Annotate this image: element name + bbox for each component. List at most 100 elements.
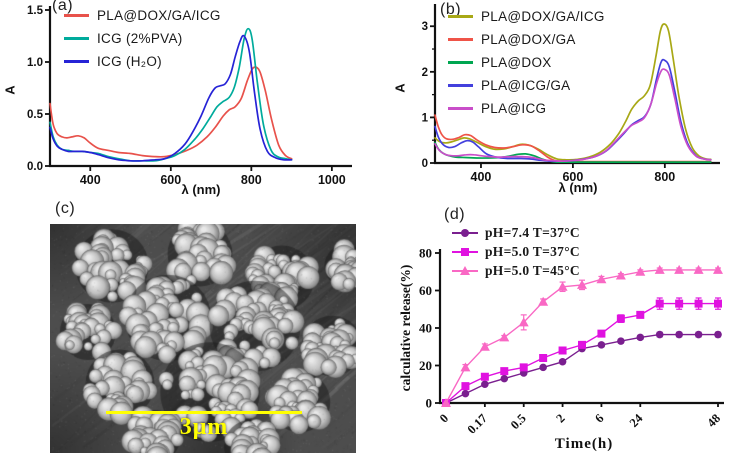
legend-line-icon bbox=[448, 107, 473, 110]
marker-triangle bbox=[479, 341, 490, 351]
legend-label: PLA@DOX bbox=[481, 55, 552, 70]
y-tick-label: 60 bbox=[419, 283, 432, 298]
marker-triangle bbox=[596, 274, 607, 284]
legend-line-icon bbox=[64, 60, 89, 63]
legend-label: PLA@DOX/GA/ICG bbox=[481, 9, 605, 24]
b-y-axis-label: A bbox=[392, 83, 408, 93]
release-chart-d: 0 20 40 60 80 0 0.17 0.5 2 6 24 48 bbox=[419, 246, 724, 437]
x-tick-label: 600 bbox=[562, 170, 583, 184]
series-line-pla-dox-ga-icg bbox=[434, 23, 712, 161]
series-line-pla-dox-ga-icg bbox=[49, 66, 293, 160]
y-tick-label: 40 bbox=[419, 321, 432, 336]
marker-circle bbox=[655, 330, 664, 339]
b-x-axis-label: λ (nm) bbox=[558, 180, 598, 195]
legend-line-icon bbox=[448, 61, 473, 64]
marker-triangle bbox=[654, 264, 665, 274]
legend-item-pla-dox: PLA@DOX bbox=[448, 51, 605, 74]
y-tick-label: 80 bbox=[419, 246, 432, 261]
legend-label: PLA@ICG bbox=[481, 101, 547, 116]
x-tick-label: 800 bbox=[241, 173, 262, 187]
marker-circle bbox=[617, 337, 625, 345]
legend-line-icon bbox=[448, 38, 473, 41]
marker-triangle bbox=[441, 398, 451, 407]
legend-d: pH=7.4 T=37°C pH=5.0 T=37°C pH=5.0 T=45°C bbox=[452, 223, 580, 280]
series-ph-5-0-t-37-c bbox=[442, 297, 722, 407]
legend-label: pH=5.0 T=37°C bbox=[485, 243, 580, 259]
legend-label: PLA@DOX/GA bbox=[481, 32, 576, 47]
marker-triangle bbox=[460, 362, 471, 372]
legend-a: PLA@DOX/GA/ICG ICG (2%PVA) ICG (H₂O) bbox=[64, 4, 221, 73]
legend-label: pH=7.4 T=37°C bbox=[485, 224, 580, 240]
marker-triangle bbox=[713, 264, 723, 274]
marker-circle bbox=[714, 330, 722, 339]
y-tick-label: 0 bbox=[422, 158, 428, 170]
marker-triangle bbox=[635, 266, 646, 276]
panel-b-label: (b) bbox=[440, 1, 462, 18]
legend-item-icg-2-pva: ICG (2%PVA) bbox=[64, 27, 221, 50]
marker-square bbox=[675, 299, 684, 308]
legend-label: pH=5.0 T=45°C bbox=[485, 262, 580, 278]
marker-square bbox=[539, 354, 548, 362]
legend-item-ph-5-0-t-37-c: pH=5.0 T=37°C bbox=[452, 242, 580, 261]
series-line-ph-5-0-t-37-c bbox=[445, 302, 718, 404]
legend-item-pla-dox-ga-icg: PLA@DOX/GA/ICG bbox=[448, 5, 605, 28]
marker-square bbox=[616, 314, 625, 323]
y-tick-label: 1 bbox=[422, 112, 429, 124]
marker-square bbox=[597, 329, 606, 338]
legend-item-pla-dox-ga-icg: PLA@DOX/GA/ICG bbox=[64, 4, 221, 27]
x-tick-label: 1000 bbox=[318, 173, 346, 187]
a-x-axis-label: λ (nm) bbox=[181, 182, 221, 197]
y-tick-label: 0.5 bbox=[27, 109, 44, 121]
marker-triangle bbox=[518, 317, 529, 327]
marker-square bbox=[714, 299, 722, 308]
legend-label: ICG (2%PVA) bbox=[97, 31, 183, 46]
legend-item-ph-7-4-t-37-c: pH=7.4 T=37°C bbox=[452, 223, 580, 242]
y-tick-label: 20 bbox=[419, 358, 432, 373]
x-tick-label: 0 bbox=[437, 411, 451, 425]
marker-triangle bbox=[693, 264, 704, 274]
marker-circle bbox=[461, 389, 470, 398]
marker-circle bbox=[675, 330, 683, 339]
marker-circle bbox=[694, 330, 703, 339]
spectra-chart-a: 0.0 0.5 1.0 1.5 400 600 800 1000 bbox=[27, 5, 352, 187]
marker-square bbox=[636, 310, 645, 319]
legend-item-pla-icg-ga: PLA@ICG/GA bbox=[448, 74, 605, 97]
legend-circle-icon bbox=[452, 227, 478, 239]
legend-label: PLA@DOX/GA/ICG bbox=[97, 8, 221, 23]
x-tick-label: 48 bbox=[704, 411, 723, 430]
sem-scale-bar bbox=[106, 411, 302, 414]
marker-triangle bbox=[577, 279, 587, 289]
legend-item-ph-5-0-t-45-c: pH=5.0 T=45°C bbox=[452, 261, 580, 280]
marker-square bbox=[655, 299, 664, 308]
legend-line-icon bbox=[64, 14, 89, 17]
series-line-icg-h-o bbox=[49, 34, 293, 162]
panel-c-label: (c) bbox=[55, 200, 76, 217]
a-y-axis-label: A bbox=[2, 85, 18, 95]
x-tick-label: 400 bbox=[471, 170, 492, 184]
y-tick-label: 1.5 bbox=[27, 5, 44, 17]
marker-triangle bbox=[538, 296, 549, 306]
panel-b: 0 1 2 3 400 600 800 (b) PLA@DOX/GA/ICG PLA@DOX/… bbox=[368, 0, 734, 200]
y-tick-label: 1.0 bbox=[27, 57, 43, 69]
x-tick-label: 2 bbox=[553, 411, 567, 425]
x-tick-label: 400 bbox=[80, 173, 101, 187]
marker-square bbox=[480, 372, 489, 381]
d-y-axis-label: calculative release(%) bbox=[398, 264, 413, 392]
series-ph-5-0-t-45-c bbox=[441, 264, 723, 407]
marker-circle bbox=[636, 333, 645, 342]
x-tick-label: 600 bbox=[160, 173, 181, 187]
marker-circle bbox=[597, 341, 606, 349]
marker-circle bbox=[481, 380, 489, 389]
y-tick-label: 0.0 bbox=[27, 161, 43, 173]
marker-square bbox=[694, 299, 703, 308]
marker-square bbox=[500, 367, 509, 376]
d-x-axis-label: Time(h) bbox=[554, 436, 614, 452]
legend-line-icon bbox=[64, 37, 89, 40]
legend-b: PLA@DOX/GA/ICG PLA@DOX/GA PLA@DOX PLA@ICG/G… bbox=[448, 5, 605, 120]
series-line-pla-icg bbox=[434, 68, 712, 163]
marker-triangle bbox=[615, 270, 626, 280]
y-tick-label: 3 bbox=[422, 21, 428, 33]
legend-label: ICG (H₂O) bbox=[97, 54, 162, 69]
x-tick-label: 0.17 bbox=[465, 411, 490, 436]
